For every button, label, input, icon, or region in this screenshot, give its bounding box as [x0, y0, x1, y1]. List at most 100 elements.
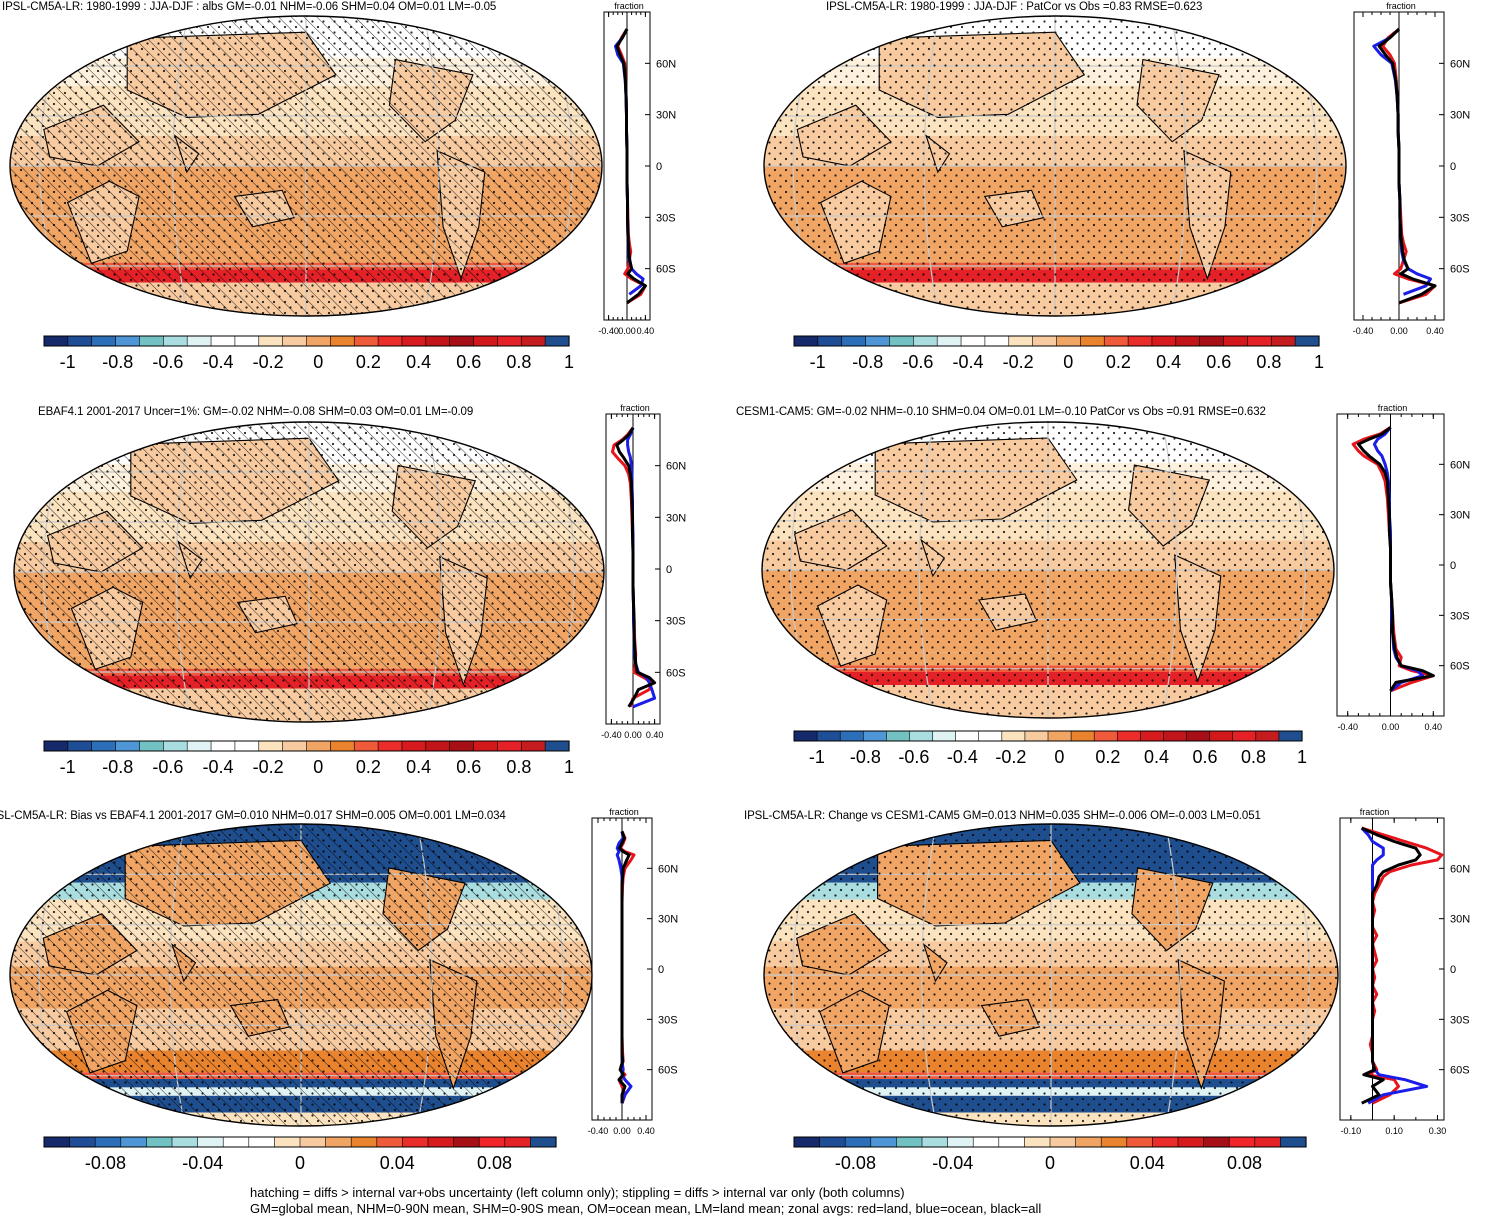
zonal-xtick-label: 0.00 [613, 1126, 631, 1136]
colorbar-label: 0.6 [1206, 352, 1231, 372]
colorbar-swatch [1186, 730, 1211, 742]
colorbar-label: -0.4 [203, 352, 234, 372]
colorbar-label: 0.8 [1256, 352, 1281, 372]
zonal-line-all [1377, 28, 1437, 305]
zonal-xtick-label: 0.40 [637, 326, 655, 336]
zonal-unit-label: fraction [1360, 807, 1390, 817]
colorbar-label: 0 [1045, 1153, 1055, 1173]
zonal-xtick-label: 0.40 [1425, 722, 1443, 732]
colorbar-label: 0.2 [1095, 747, 1120, 767]
colorbar-swatch [1163, 730, 1188, 742]
colorbar-label: 0.6 [456, 352, 481, 372]
zonal-xtick-label: -0.40 [1353, 326, 1374, 336]
colorbar-swatch [1177, 1136, 1205, 1148]
zonal-ytick-label: 60N [1450, 459, 1470, 471]
colorbar-swatch [330, 740, 355, 752]
zonal-change: fraction -0.10 0.10 0.30 60N 30N 0 30S 60S [1339, 807, 1470, 1136]
zonal-ipsl-patcor: fraction -0.40 0.00 0.40 60N 30N 0 30S 60S [1353, 1, 1470, 336]
zonal-xtick-label: 0.10 [1385, 1126, 1403, 1136]
zonal-ytick-label: 60S [656, 264, 676, 276]
hatching [10, 16, 602, 316]
colorbar-swatch [909, 730, 934, 742]
colorbar-swatch [913, 335, 938, 347]
colorbar-swatch [544, 335, 570, 347]
colorbar-swatch [186, 740, 212, 752]
colorbar-swatch [1049, 1136, 1077, 1148]
zonal-frame [1339, 817, 1445, 1121]
colorbar-label: 1 [1314, 352, 1324, 372]
colorbar-swatch [1093, 730, 1118, 742]
zonal-line-land [1381, 27, 1437, 305]
colorbar-swatch [839, 730, 864, 742]
panel-title-bias: IPSL-CM5A-LR: Bias vs EBAF4.1 2001-2017 … [0, 810, 506, 822]
colorbar-swatch [234, 740, 260, 752]
zonal-ytick-label: 60N [1450, 863, 1470, 875]
colorbar-label: -0.08 [85, 1153, 126, 1173]
colorbar-swatch [1278, 730, 1303, 742]
colorbar-label: -0.8 [102, 757, 133, 777]
colorbar-swatch [544, 740, 570, 752]
zonal-xtick-label: 0.00 [1382, 722, 1400, 732]
colorbar-swatch [1103, 335, 1129, 347]
colorbar-swatch [449, 335, 475, 347]
colorbar-swatch [936, 335, 962, 347]
colorbar-swatch [972, 1136, 1000, 1148]
panel-title-ebaf: EBAF4.1 2001-2017 Uncer=1%: GM=-0.02 NHM… [38, 406, 474, 418]
zonal-xtick-label: 0.00 [1390, 326, 1408, 336]
zonal-xtick-label: 0.00 [624, 730, 642, 740]
colorbar-label: 0 [1054, 747, 1064, 767]
zonal-ytick-label: 60N [666, 461, 686, 473]
colorbar-label: -1 [810, 352, 826, 372]
zonal-unit-label: fraction [1386, 1, 1416, 11]
colorbar-swatch [816, 730, 841, 742]
colorbar-swatch [43, 1136, 71, 1148]
hatching [14, 422, 604, 722]
colorbar-swatch [163, 335, 188, 347]
colorbar-frame [793, 1136, 1307, 1148]
colorbar-swatch [91, 335, 117, 347]
zonal-ytick-label: 60S [1450, 1065, 1470, 1077]
colorbar-label: 0.8 [506, 352, 531, 372]
map-change [763, 823, 1339, 1127]
colorbar-swatch [1024, 1136, 1051, 1148]
colorbar-swatch [248, 1136, 276, 1148]
colorbar-swatch [497, 740, 522, 752]
colorbar-swatch [1075, 1136, 1102, 1148]
colorbar-label: 0.4 [406, 352, 431, 372]
colorbar-swatch [844, 1136, 872, 1148]
zonal-ytick-label: 30S [656, 212, 676, 224]
colorbar-swatch [1116, 730, 1141, 742]
zonal-xtick-label: 0.30 [1429, 1126, 1447, 1136]
colorbar-label: -1 [60, 352, 76, 372]
colorbar-label: -0.4 [947, 747, 978, 767]
colorbar-swatch [1255, 730, 1280, 742]
colorbar-swatch [478, 1136, 506, 1148]
zonal-xtick-label: -0.40 [601, 730, 622, 740]
panel-title-cesm: CESM1-CAM5: GM=-0.02 NHM=-0.10 SHM=0.04 … [736, 406, 1266, 418]
colorbar-swatch [1140, 730, 1165, 742]
stippling [764, 824, 1338, 1126]
colorbar-swatch [376, 1136, 403, 1148]
colorbar-swatch [896, 1136, 923, 1148]
colorbar-swatch [497, 335, 522, 347]
colorbar-frame [43, 1136, 557, 1148]
colorbar-swatch [401, 740, 427, 752]
colorbar-swatch [353, 335, 379, 347]
colorbar-swatch [401, 335, 427, 347]
zonal-ytick-label: 0 [658, 964, 664, 976]
colorbar-swatch [258, 335, 284, 347]
colorbar-label: -0.8 [102, 352, 133, 372]
colorbar-label: -0.8 [852, 352, 883, 372]
colorbar-swatch [520, 335, 546, 347]
colorbar-swatch [1008, 335, 1034, 347]
panel-title-change: IPSL-CM5A-LR: Change vs CESM1-CAM5 GM=0.… [744, 810, 1261, 822]
colorbar-swatch [425, 740, 451, 752]
colorbar-ipsl-jja-djf: -1 -0.8 -0.6 -0.4 -0.2 0 0.2 0.4 0.6 0.8 1 [43, 335, 574, 372]
colorbar-swatch [947, 1136, 974, 1148]
zonal-ytick-label: 0 [1450, 161, 1456, 173]
zonal-ytick-label: 30N [1450, 110, 1470, 122]
colorbar-label: 1 [564, 757, 574, 777]
colorbar-swatch [1047, 730, 1072, 742]
colorbar-label: -0.04 [932, 1153, 973, 1173]
colorbar-swatch [120, 1136, 148, 1148]
